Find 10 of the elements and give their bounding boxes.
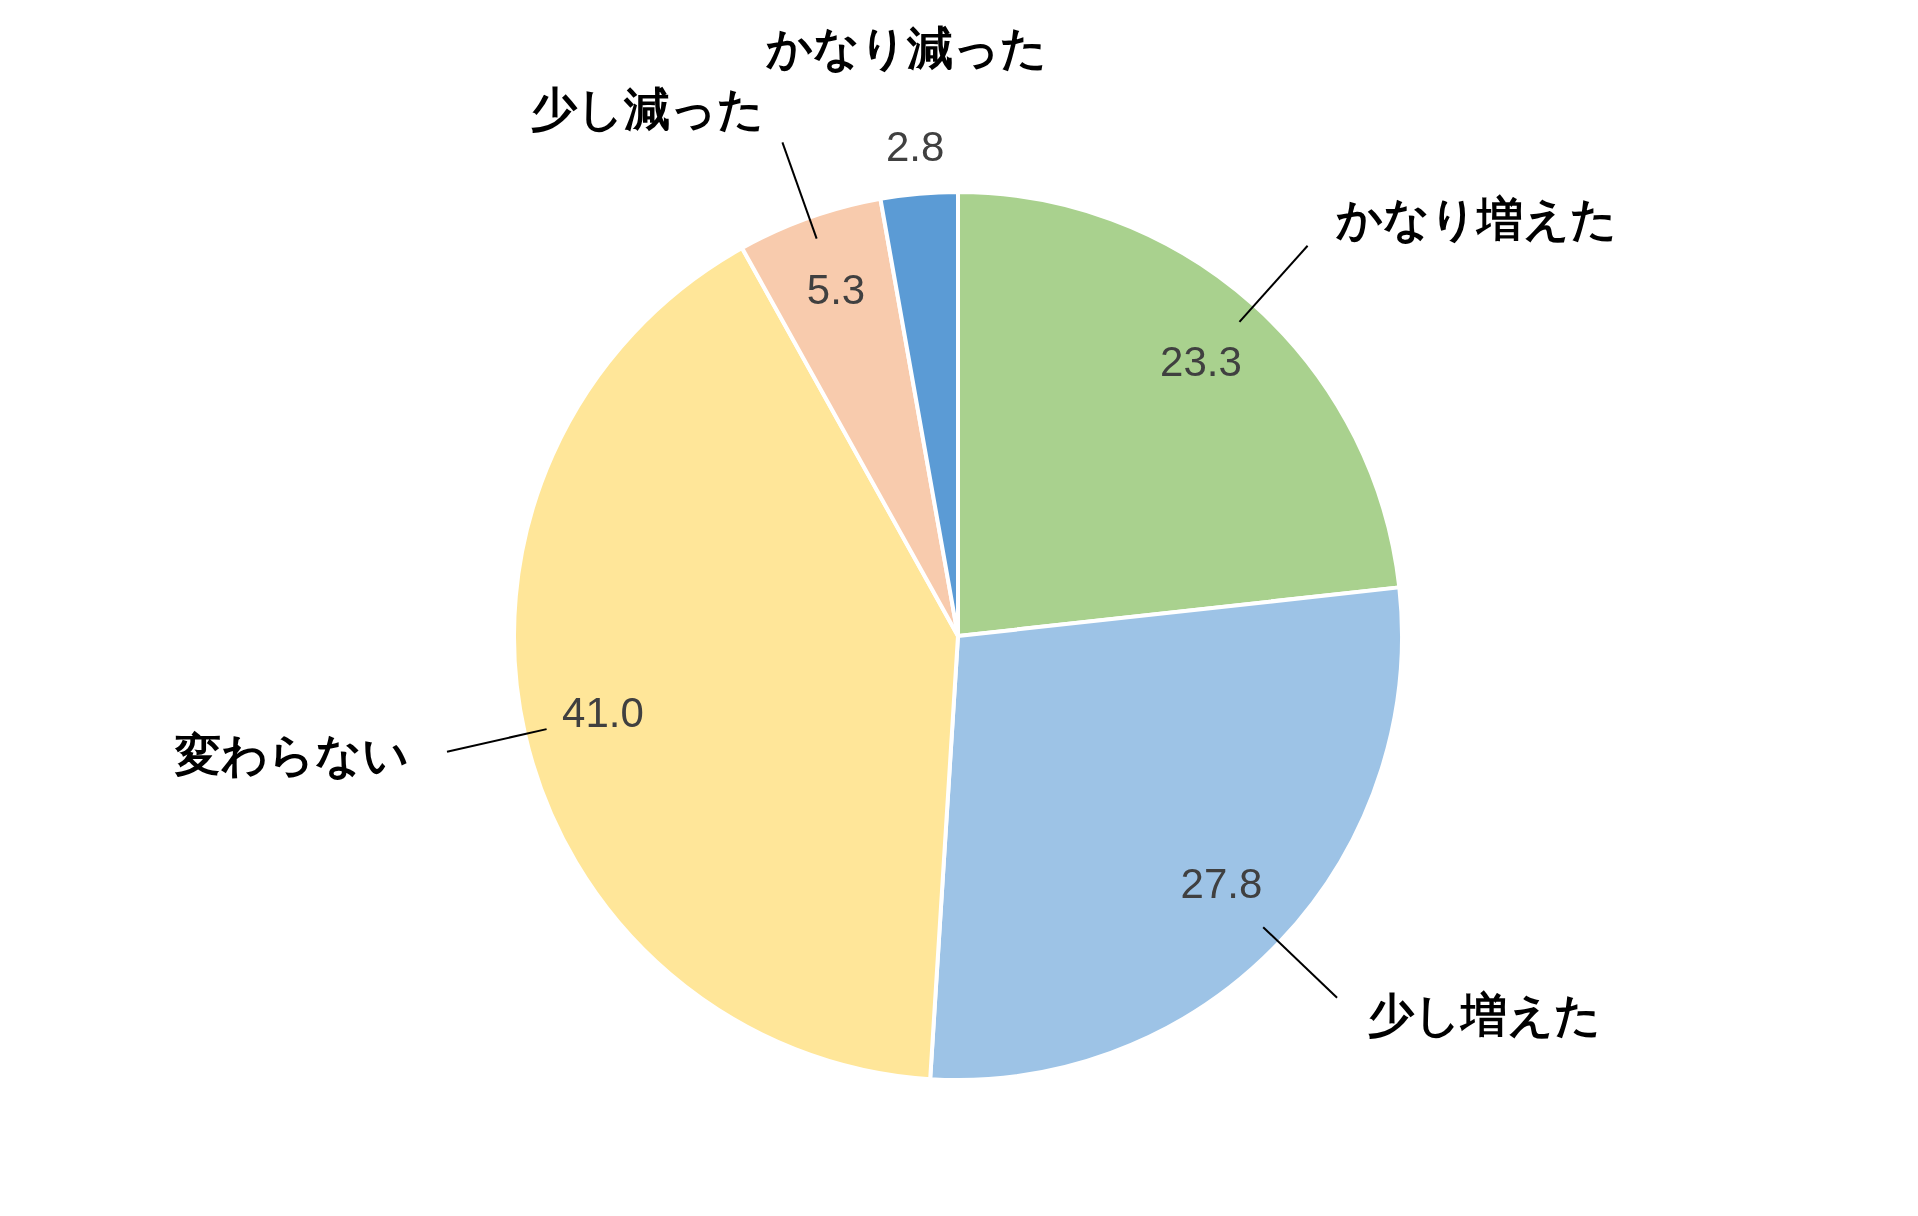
data-label: 23.3 [1160, 337, 1242, 385]
slice-label: 少し増えた [1367, 989, 1601, 1042]
data-label: 2.8 [885, 122, 945, 170]
slice-label: 少し減った [531, 83, 764, 136]
slice-label: かなり減った [765, 22, 1048, 75]
data-label: 5.3 [806, 266, 866, 314]
slice-label: 変わらない [173, 728, 409, 781]
data-label: 27.8 [1180, 860, 1263, 908]
data-label: 41.0 [562, 689, 644, 737]
slice-label: かなり増えた [1335, 192, 1618, 245]
